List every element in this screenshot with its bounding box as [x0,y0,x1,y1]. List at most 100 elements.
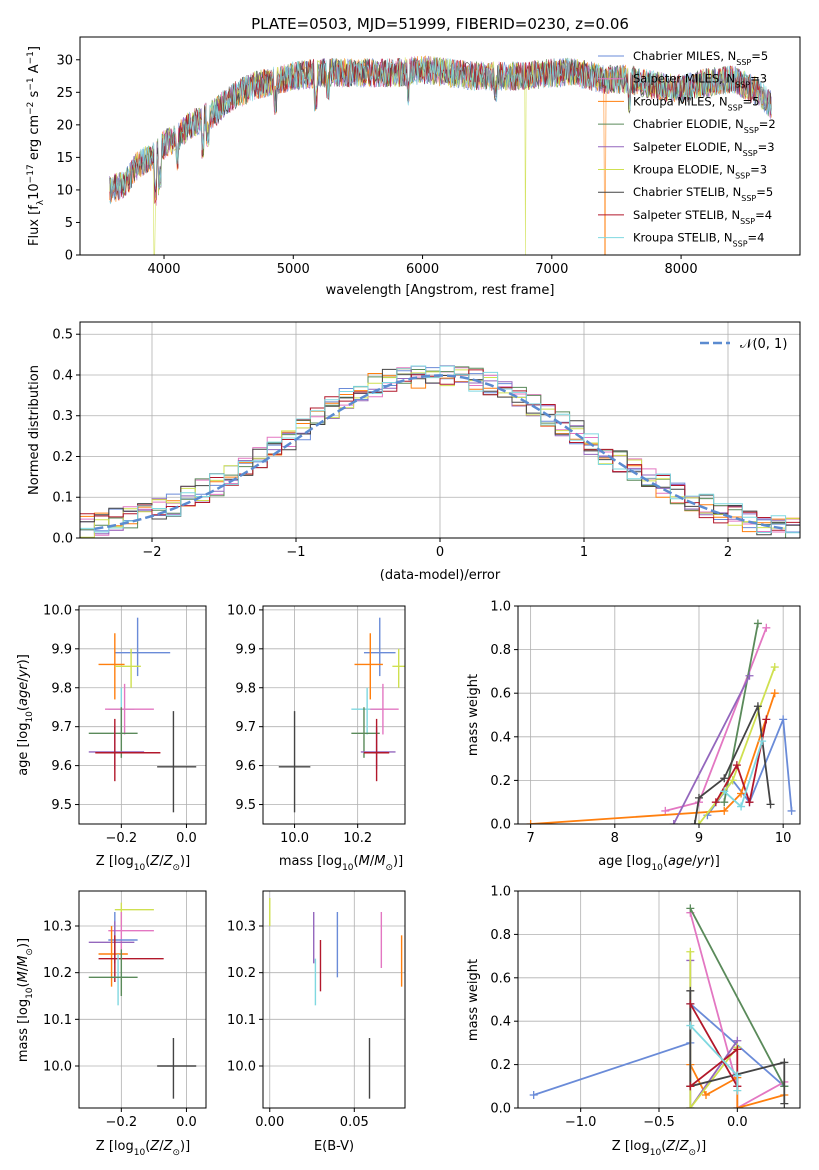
figure-title: PLATE=0503, MJD=51999, FIBERID=0230, z=0… [251,15,629,33]
y-axis-label: mass weight [466,674,481,756]
legend-label-salpeter_stelib: Salpeter STELIB, NSSP=4 [633,208,772,226]
weight-line-kroupa_miles [530,692,776,824]
y-tick-label: 10.1 [43,1013,72,1028]
y-tick-label: 9.7 [235,720,256,735]
weight-vs-age-panel: 7 8 9 10 0.0 0.2 0.4 0.6 0.8 1.0 age [log10(age/yr… [466,600,801,873]
weight-line-chabrier_elodie [723,623,759,803]
normal-curve [94,374,786,531]
y-tick-label: 10.1 [227,1013,256,1028]
weight-marker-chabrier_stelib [694,793,703,802]
y-tick-label: 20 [56,118,73,133]
y-tick-label: 0.5 [52,328,73,343]
weight-marker-kroupa_elodie [770,663,779,672]
y-tick-label: 0.0 [490,1102,511,1117]
y-tick-label: 9.7 [51,720,72,735]
age-vs-metallicity-panel: −0.2 0.0 9.5 9.6 9.7 9.8 9.9 10.0 Z [log10(Z/Z⊙)… [16,603,207,873]
x-axis-label: mass [log10(M/M⊙)] [279,854,403,873]
x-axis-label: wavelength [Angstrom, rest frame] [326,283,555,298]
y-tick-label: 25 [56,86,73,101]
spectrum-legend: Chabrier MILES, NSSP=5 Salpeter MILES, NS… [598,49,776,248]
y-tick-label: 1.0 [490,885,511,900]
spectrum-line-salpeter_stelib [109,57,772,204]
weight-marker-salpeter_stelib [745,798,754,807]
weight-marker-chabrier_stelib [690,820,699,824]
weight-marker-kroupa_elodie [686,1104,695,1108]
x-tick-label: 0 [436,545,444,560]
y-tick-label: 0.4 [490,1015,511,1030]
weight-marker-kroupa_miles [737,789,746,798]
x-tick-label: −0.2 [106,1115,138,1130]
weight-marker-chabrier_miles [529,1090,538,1099]
y-tick-label: 0.6 [490,687,511,702]
histogram-step-salpeter_stelib [80,369,800,538]
y-tick-label: 30 [56,53,73,68]
weight-line-chabrier_elodie [689,907,786,1087]
weight-marker-chabrier_stelib [720,774,729,783]
legend-label-kroupa_miles: Kroupa MILES, NSSP=5 [633,94,759,112]
y-tick-label: 0.8 [490,928,511,943]
plot-area [526,619,796,824]
y-tick-label: 1.0 [490,600,511,615]
axes-frame [78,605,207,825]
plot-area [529,904,789,1108]
x-tick-label: 0.0 [176,1115,197,1130]
x-tick-label: −1 [286,545,305,560]
weight-marker-chabrier_stelib [753,702,762,711]
weight-marker-kroupa_elodie [694,820,703,824]
weight-marker-kroupa_stelib [733,1071,742,1080]
y-axis-label: mass weight [466,959,481,1041]
y-axis-label: Normed distribution [27,365,42,495]
y-tick-label: 10.0 [227,603,256,618]
weight-marker-kroupa_stelib [733,1086,742,1095]
x-tick-label: −1.0 [565,1115,597,1130]
weight-marker-kroupa_elodie [686,947,695,956]
x-tick-label: 5000 [277,262,310,277]
x-axis-label: E(B-V) [314,1139,354,1154]
weight-marker-chabrier_miles [779,715,788,724]
y-tick-label: 0.2 [52,450,73,465]
weight-marker-chabrier_stelib [780,1099,789,1108]
weight-marker-kroupa_stelib [737,802,746,811]
y-tick-label: 9.9 [235,642,256,657]
x-tick-label: 0.0 [727,1115,748,1130]
y-tick-label: 0.0 [490,818,511,833]
y-tick-label: 0.4 [490,730,511,745]
x-axis-label: Z [log10(Z/Z⊙)] [96,854,190,873]
weight-marker-kroupa_elodie [728,776,737,785]
residual-histogram-panel: −2 −1 0 1 2 0.0 0.1 0.2 0.3 0.4 0.5 𝒩(0, 1) (data-mo… [27,321,801,583]
y-tick-label: 10 [56,183,73,198]
x-axis-label: Z [log10(Z/Z⊙)] [96,1139,190,1158]
x-axis-label: Z [log10(Z/Z⊙)] [612,1139,706,1158]
y-tick-label: 0.1 [52,491,73,506]
y-tick-label: 9.5 [51,798,72,813]
y-tick-label: 0.8 [490,643,511,658]
weight-marker-salpeter_stelib [686,1082,695,1091]
y-tick-label: 10.0 [43,603,72,618]
y-axis-label: Flux [fλ10−17 erg cm−2 s−1 A−1] [26,46,46,246]
x-tick-label: 7000 [535,262,568,277]
axes-frame [517,605,801,825]
weight-line-salpeter_stelib [715,719,768,806]
weight-line-chabrier_stelib [693,703,772,824]
x-tick-label: 8000 [665,262,698,277]
weight-marker-salpeter_stelib [762,715,771,724]
weight-marker-salpeter_miles [762,623,771,632]
y-tick-label: 9.8 [235,681,256,696]
y-tick-label: 9.8 [51,681,72,696]
weight-marker-salpeter_stelib [732,761,741,770]
x-tick-label: 4000 [147,262,180,277]
x-tick-label: 9 [695,831,703,846]
y-tick-label: 5 [65,216,73,231]
weight-marker-kroupa_miles [526,820,535,824]
spectrum-panel: 4000 5000 6000 7000 8000 0 5 10 15 20 25 30 Chabrier… [26,36,801,298]
weight-marker-chabrier_stelib [766,800,775,809]
y-axis-label: age [log10(age/yr)] [16,654,35,776]
weight-marker-salpeter_elodie [745,671,754,680]
weight-marker-chabrier_miles [787,806,796,815]
y-tick-label: 0.2 [490,774,511,789]
x-tick-label: 10.2 [343,831,372,846]
mass-vs-extinction-panel: 0.00 0.05 10.0 10.1 10.2 10.3 E(B-V) [227,890,406,1154]
x-tick-label: −2 [142,545,161,560]
plot-area [88,902,197,1099]
y-tick-label: 10.3 [43,920,72,935]
